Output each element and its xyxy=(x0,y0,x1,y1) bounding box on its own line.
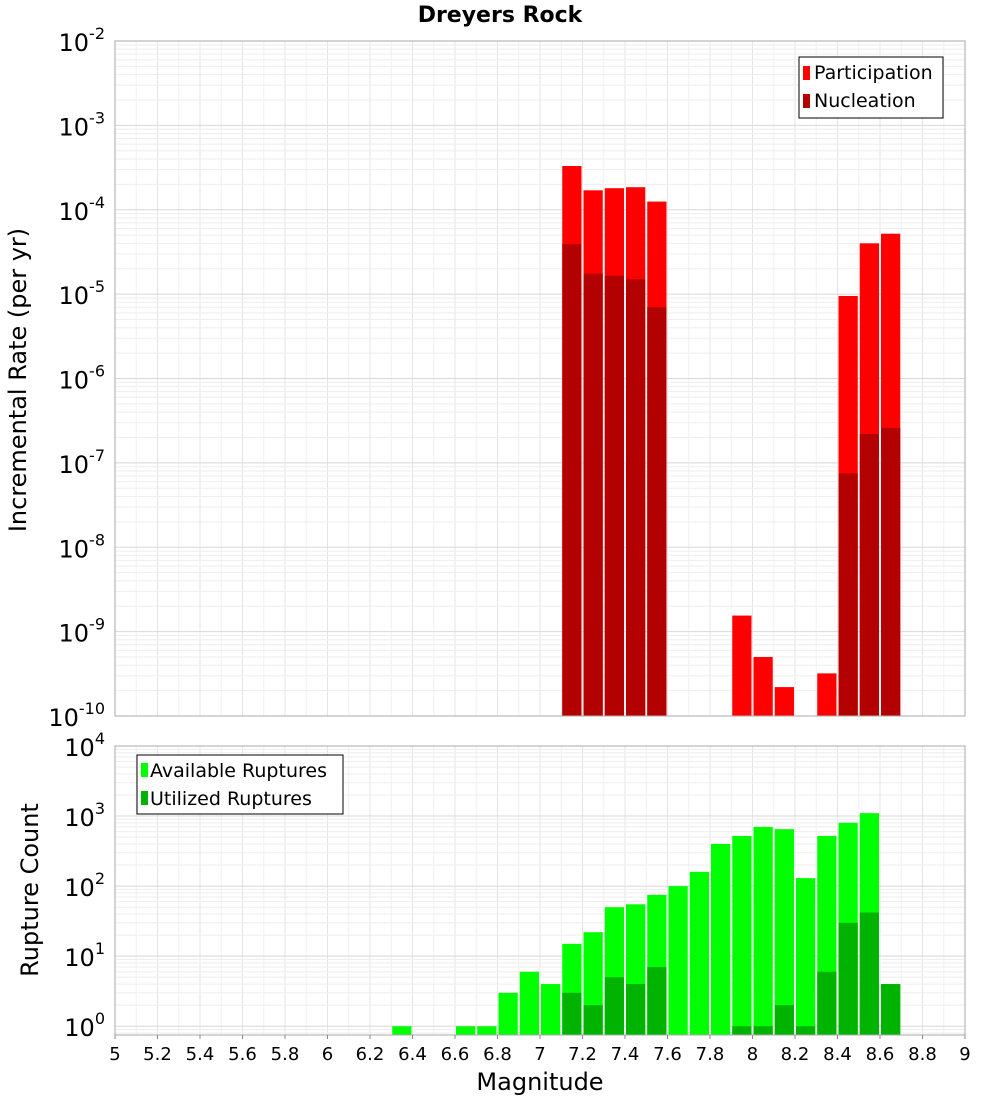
x-axis-label: Magnitude xyxy=(476,1068,603,1096)
y-tick-label: 100 xyxy=(64,1009,105,1042)
x-tick-label: 6.6 xyxy=(441,1044,470,1065)
x-tick-label: 9 xyxy=(959,1044,970,1065)
bottom-bar-utilized-ruptures xyxy=(796,1026,816,1035)
bottom-bar-available-ruptures xyxy=(477,1026,497,1035)
bottom-bar-utilized-ruptures xyxy=(604,977,624,1035)
x-tick-label: 8.8 xyxy=(908,1044,937,1065)
x-tick-label: 7.4 xyxy=(611,1044,640,1065)
bottom-bar-available-ruptures xyxy=(753,826,773,1035)
y-tick-label: 10-7 xyxy=(59,446,106,479)
legend-label-participation: Participation xyxy=(814,62,933,84)
bottom-bar-available-ruptures xyxy=(541,984,561,1035)
bottom-bar-available-ruptures xyxy=(774,829,794,1035)
x-tick-label: 5.4 xyxy=(186,1044,215,1065)
legend-label-utilized: Utilized Ruptures xyxy=(150,788,312,810)
legend-swatch-available xyxy=(141,763,148,777)
bottom-bar-utilized-ruptures xyxy=(562,992,582,1035)
bottom-bar-available-ruptures xyxy=(711,843,731,1035)
top-bar-nucleation xyxy=(881,427,901,716)
top-bar-nucleation xyxy=(647,307,667,716)
bottom-bar-available-ruptures xyxy=(456,1026,476,1035)
bottom-bar-available-ruptures xyxy=(796,878,816,1035)
bottom-legend: Available Ruptures Utilized Ruptures xyxy=(136,754,344,815)
bottom-bar-utilized-ruptures xyxy=(647,967,667,1035)
x-tick-label: 6.8 xyxy=(483,1044,512,1065)
y-tick-label: 103 xyxy=(64,799,105,832)
y-tick-label: 104 xyxy=(64,729,105,762)
legend-swatch-utilized xyxy=(141,791,148,805)
bottom-bar-utilized-ruptures xyxy=(881,984,901,1035)
bottom-bar-available-ruptures xyxy=(498,992,518,1035)
legend-swatch-participation xyxy=(803,66,810,80)
top-legend: Participation Nucleation xyxy=(798,56,944,119)
top-bar-nucleation xyxy=(626,279,646,716)
x-tick-label: 5 xyxy=(109,1044,120,1065)
bottom-bar-available-ruptures xyxy=(519,971,539,1035)
x-tick-labels: 5 5.2 5.4 5.6 5.8 6 6.2 6.4 6.6 6.8 7 7.2 7.4 7.6 7.8 8… xyxy=(109,1035,971,1065)
top-legend-box xyxy=(798,56,944,119)
x-tick-label: 8.2 xyxy=(781,1044,810,1065)
bottom-bar-available-ruptures xyxy=(732,835,752,1035)
y-tick-label: 10-5 xyxy=(59,277,106,310)
y-tick-label: 10-8 xyxy=(59,530,106,563)
bottom-bar-utilized-ruptures xyxy=(583,1005,603,1035)
bottom-y-tick-labels: 100 101 102 103 104 xyxy=(64,729,105,1042)
bottom-bar-available-ruptures xyxy=(668,886,688,1035)
y-tick-label: 10-2 xyxy=(59,24,106,57)
y-tick-label: 10-6 xyxy=(59,362,106,395)
y-tick-label: 10-10 xyxy=(48,699,105,732)
y-tick-label: 10-3 xyxy=(59,108,106,141)
top-bar-nucleation xyxy=(604,275,624,716)
bottom-bar-utilized-ruptures xyxy=(774,1005,794,1035)
x-tick-label: 7.2 xyxy=(568,1044,597,1065)
top-bar-participation xyxy=(817,673,837,716)
legend-label-nucleation: Nucleation xyxy=(814,90,916,112)
top-bar-participation xyxy=(732,615,752,716)
top-bar-nucleation xyxy=(562,244,582,717)
x-tick-label: 7.8 xyxy=(696,1044,725,1065)
bottom-legend-box xyxy=(136,754,344,815)
x-tick-label: 8.4 xyxy=(823,1044,852,1065)
bottom-bar-utilized-ruptures xyxy=(753,1026,773,1035)
y-tick-label: 10-9 xyxy=(59,615,106,648)
top-panel-bars xyxy=(562,166,901,717)
x-tick-label: 5.8 xyxy=(271,1044,300,1065)
bottom-y-axis-label: Rupture Count xyxy=(16,803,44,977)
x-tick-label: 8.6 xyxy=(866,1044,895,1065)
top-bar-nucleation xyxy=(859,433,879,716)
x-tick-label: 5.6 xyxy=(228,1044,257,1065)
y-tick-label: 102 xyxy=(64,869,105,902)
bottom-panel-bars xyxy=(392,813,901,1035)
x-tick-label: 5.2 xyxy=(143,1044,172,1065)
top-bar-nucleation xyxy=(838,473,858,716)
bottom-bar-utilized-ruptures xyxy=(732,1026,752,1035)
top-bar-nucleation xyxy=(583,273,603,716)
top-bar-participation xyxy=(774,687,794,716)
chart-title: Dreyers Rock xyxy=(418,3,584,28)
legend-swatch-nucleation xyxy=(803,94,810,108)
x-tick-label: 6.4 xyxy=(398,1044,427,1065)
bottom-bar-available-ruptures xyxy=(689,871,709,1035)
x-tick-label: 6.2 xyxy=(356,1044,385,1065)
top-y-tick-labels: 10-10 10-9 10-8 10-7 10-6 10-5 10-4 10-3 10-2 xyxy=(48,24,105,732)
top-plot-frame xyxy=(114,40,966,717)
y-tick-label: 10-4 xyxy=(59,193,106,226)
top-y-axis-label: Incremental Rate (per yr) xyxy=(4,228,32,532)
bottom-bar-utilized-ruptures xyxy=(626,984,646,1035)
bottom-bar-available-ruptures xyxy=(392,1026,412,1035)
legend-label-available: Available Ruptures xyxy=(150,760,327,782)
bottom-bar-utilized-ruptures xyxy=(817,971,837,1035)
x-tick-label: 8 xyxy=(747,1044,758,1065)
top-panel-grid xyxy=(114,40,966,717)
x-tick-label: 6 xyxy=(322,1044,333,1065)
top-bar-participation xyxy=(753,657,773,716)
x-tick-label: 7.6 xyxy=(653,1044,682,1065)
bottom-bar-utilized-ruptures xyxy=(838,922,858,1035)
bottom-bar-utilized-ruptures xyxy=(859,912,879,1035)
y-tick-label: 101 xyxy=(64,939,105,972)
x-tick-label: 7 xyxy=(534,1044,545,1065)
